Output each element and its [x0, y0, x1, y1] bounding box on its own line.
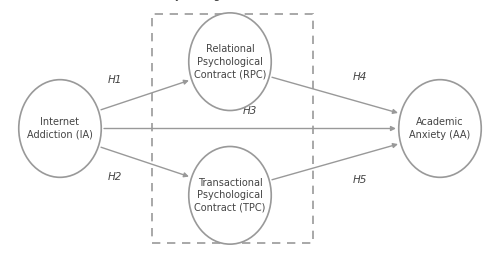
Text: Psychological Contracts: Psychological Contracts	[162, 0, 302, 1]
Text: Relational
Psychological
Contract (RPC): Relational Psychological Contract (RPC)	[194, 44, 266, 79]
Text: H1: H1	[108, 75, 122, 85]
Text: H4: H4	[353, 72, 367, 82]
Text: H5: H5	[353, 175, 367, 185]
Text: H3: H3	[243, 106, 257, 115]
Ellipse shape	[398, 80, 481, 177]
Ellipse shape	[189, 146, 271, 244]
Bar	[152, 14, 312, 243]
Text: H2: H2	[108, 172, 122, 182]
Text: Academic
Anxiety (AA): Academic Anxiety (AA)	[410, 117, 470, 140]
Ellipse shape	[189, 13, 271, 111]
Ellipse shape	[18, 80, 101, 177]
Text: Internet
Addiction (IA): Internet Addiction (IA)	[27, 117, 93, 140]
Text: Transactional
Psychological
Contract (TPC): Transactional Psychological Contract (TP…	[194, 178, 266, 213]
